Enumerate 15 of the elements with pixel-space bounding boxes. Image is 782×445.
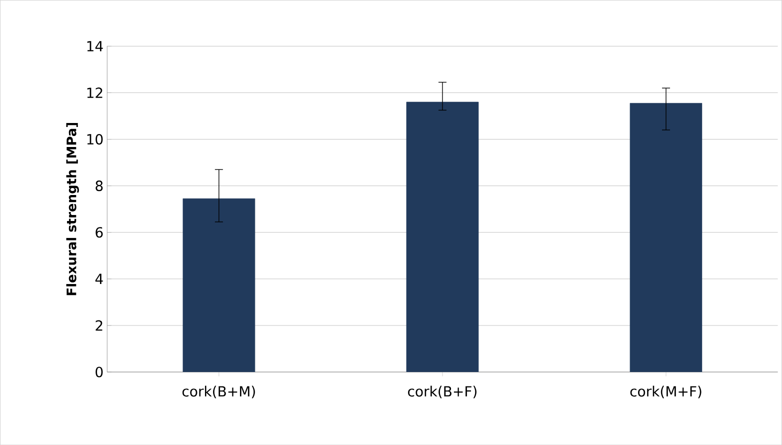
- y-tick-label: 6: [96, 226, 103, 238]
- x-tick-label: cork(B+M): [182, 386, 255, 398]
- y-tick-label: 12: [87, 87, 102, 98]
- y-tick-label: 4: [95, 274, 103, 284]
- y-tick-label: 2: [96, 320, 102, 331]
- y-tick-label: 8: [96, 180, 103, 192]
- y-tick-label: 10: [87, 134, 103, 144]
- y-tick-label: 14: [87, 40, 103, 52]
- bar: [630, 102, 702, 372]
- x-tick-label: cork(M+F): [630, 386, 702, 398]
- x-tick-label: cork(B+F): [408, 386, 476, 398]
- y-axis-title: Flexural strength [MPa]: [66, 122, 79, 296]
- bar: [406, 102, 479, 372]
- y-tick-label: 0: [96, 366, 103, 378]
- bar: [182, 198, 256, 372]
